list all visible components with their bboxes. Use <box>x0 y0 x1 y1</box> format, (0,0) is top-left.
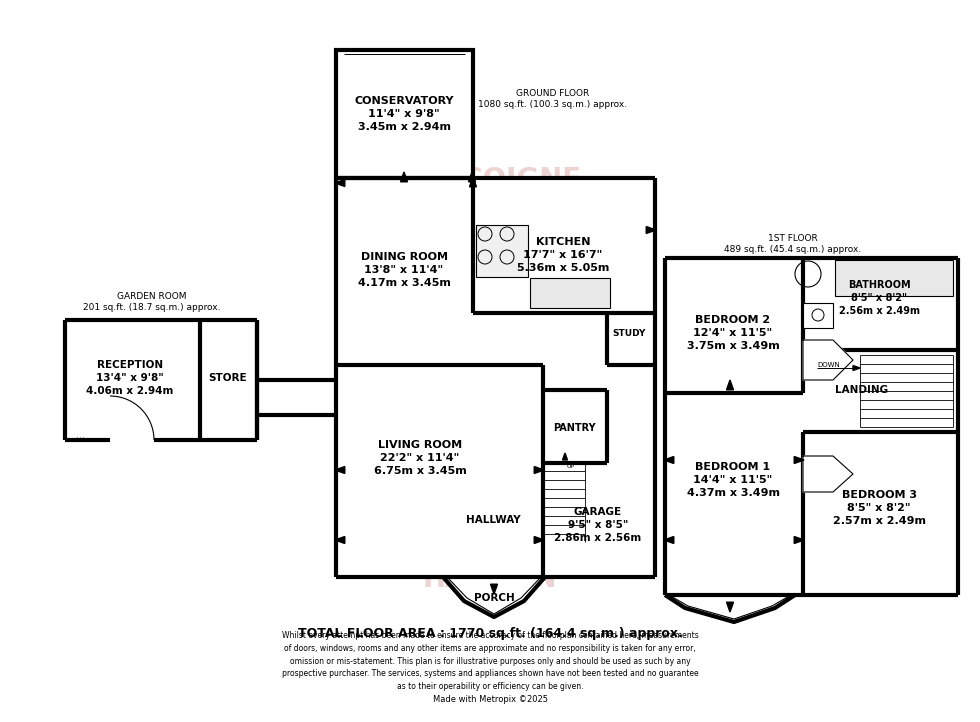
Polygon shape <box>664 536 674 544</box>
Polygon shape <box>665 595 795 622</box>
Polygon shape <box>468 172 475 182</box>
Text: DOWN: DOWN <box>817 362 840 368</box>
Text: GASCOIGNE: GASCOIGNE <box>399 544 581 572</box>
Polygon shape <box>335 180 345 186</box>
Polygon shape <box>534 536 544 544</box>
Text: GASCOIGNE: GASCOIGNE <box>399 250 581 278</box>
Text: GASCOIGNE: GASCOIGNE <box>399 376 581 404</box>
Text: GASCOIGNE: GASCOIGNE <box>399 166 581 194</box>
Polygon shape <box>401 172 408 182</box>
Polygon shape <box>726 380 733 390</box>
Text: GASCOIGNE: GASCOIGNE <box>399 502 581 530</box>
Polygon shape <box>469 177 476 187</box>
Text: 1ST FLOOR
489 sq.ft. (45.4 sq.m.) approx.: 1ST FLOOR 489 sq.ft. (45.4 sq.m.) approx… <box>724 234 861 254</box>
Text: STORE: STORE <box>209 373 247 383</box>
Text: HALMAN: HALMAN <box>422 523 558 551</box>
Text: BEDROOM 3
8'5" x 8'2"
2.57m x 2.49m: BEDROOM 3 8'5" x 8'2" 2.57m x 2.49m <box>832 490 925 526</box>
Bar <box>530 278 610 308</box>
Polygon shape <box>664 456 674 464</box>
Text: TOTAL FLOOR AREA : 1770 sq.ft. (164.4 sq.m.) approx.: TOTAL FLOOR AREA : 1770 sq.ft. (164.4 sq… <box>298 627 682 640</box>
Text: HALMAN: HALMAN <box>422 565 558 593</box>
Text: GARAGE
9'5" x 8'5"
2.86m x 2.56m: GARAGE 9'5" x 8'5" 2.86m x 2.56m <box>555 507 642 543</box>
Polygon shape <box>443 577 545 617</box>
Polygon shape <box>335 466 345 474</box>
Polygon shape <box>803 456 853 492</box>
Text: PORCH: PORCH <box>473 593 514 603</box>
Text: BATHROOM
8'5" x 8'2"
2.56m x 2.49m: BATHROOM 8'5" x 8'2" 2.56m x 2.49m <box>839 280 919 316</box>
Polygon shape <box>646 227 656 233</box>
Polygon shape <box>803 340 853 380</box>
Bar <box>803 303 833 328</box>
Text: HALMAN: HALMAN <box>422 271 558 299</box>
Text: UP: UP <box>567 464 575 469</box>
Bar <box>665 258 958 595</box>
Text: GROUND FLOOR
1080 sq.ft. (100.3 sq.m.) approx.: GROUND FLOOR 1080 sq.ft. (100.3 sq.m.) a… <box>478 89 627 110</box>
Text: GASCOIGNE: GASCOIGNE <box>399 460 581 488</box>
Text: HALLWAY: HALLWAY <box>466 515 520 525</box>
Text: HALMAN: HALMAN <box>422 397 558 425</box>
Text: Made with Metropix ©2025: Made with Metropix ©2025 <box>432 695 548 705</box>
Bar <box>476 225 528 277</box>
Text: GASCOIGNE: GASCOIGNE <box>399 418 581 446</box>
Bar <box>336 178 655 577</box>
Polygon shape <box>853 365 860 370</box>
Text: GARDEN ROOM
201 sq.ft. (18.7 sq.m.) approx.: GARDEN ROOM 201 sq.ft. (18.7 sq.m.) appr… <box>83 292 221 313</box>
Text: GASCOIGNE: GASCOIGNE <box>399 292 581 320</box>
Text: HALMAN: HALMAN <box>422 481 558 509</box>
Text: BEDROOM 1
14'4" x 11'5"
4.37m x 3.49m: BEDROOM 1 14'4" x 11'5" 4.37m x 3.49m <box>687 462 779 498</box>
Text: BEDROOM 2
12'4" x 11'5"
3.75m x 3.49m: BEDROOM 2 12'4" x 11'5" 3.75m x 3.49m <box>687 315 779 351</box>
Text: HALMAN: HALMAN <box>422 187 558 215</box>
Text: LIVING ROOM
22'2" x 11'4"
6.75m x 3.45m: LIVING ROOM 22'2" x 11'4" 6.75m x 3.45m <box>373 440 466 477</box>
Text: KITCHEN
17'7" x 16'7"
5.36m x 5.05m: KITCHEN 17'7" x 16'7" 5.36m x 5.05m <box>516 237 610 273</box>
Text: CONSERVATORY
11'4" x 9'8"
3.45m x 2.94m: CONSERVATORY 11'4" x 9'8" 3.45m x 2.94m <box>354 96 454 132</box>
Text: DINING ROOM
13'8" x 11'4"
4.17m x 3.45m: DINING ROOM 13'8" x 11'4" 4.17m x 3.45m <box>358 252 451 288</box>
Text: HALMAN: HALMAN <box>422 229 558 257</box>
Polygon shape <box>794 536 804 544</box>
Text: RECEPTION
13'4" x 9'8"
4.06m x 2.94m: RECEPTION 13'4" x 9'8" 4.06m x 2.94m <box>86 360 173 396</box>
Polygon shape <box>794 456 804 464</box>
Polygon shape <box>563 453 567 460</box>
Text: PANTRY: PANTRY <box>553 423 595 433</box>
Text: HALMAN: HALMAN <box>422 313 558 341</box>
Polygon shape <box>335 536 345 544</box>
Text: Whilst every attempt has been made to ensure the accuracy of the floorplan conta: Whilst every attempt has been made to en… <box>281 631 699 691</box>
Polygon shape <box>726 602 733 612</box>
Text: LANDING: LANDING <box>835 385 889 395</box>
Text: GASCOIGNE: GASCOIGNE <box>399 334 581 362</box>
Text: HALMAN: HALMAN <box>422 355 558 383</box>
Text: HALMAN: HALMAN <box>422 439 558 467</box>
Bar <box>336 50 473 178</box>
Polygon shape <box>491 584 498 594</box>
Text: STUDY: STUDY <box>612 329 646 337</box>
Polygon shape <box>534 466 544 474</box>
Text: GASCOIGNE: GASCOIGNE <box>399 208 581 236</box>
Bar <box>65 320 257 440</box>
Bar <box>835 260 953 296</box>
